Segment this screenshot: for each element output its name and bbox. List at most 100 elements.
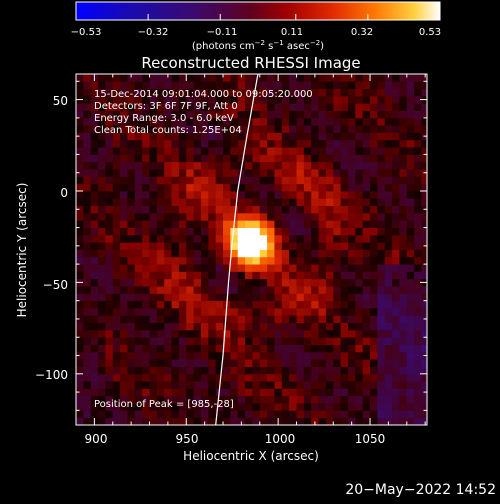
heatmap-pixel (112, 183, 121, 192)
heatmap-pixel (406, 308, 415, 316)
heatmap-pixel (178, 329, 187, 338)
heatmap-pixel (421, 359, 427, 367)
annotation-time-range: 15-Dec-2014 09:01:04.000 to 09:05:20.000 (94, 89, 313, 100)
heatmap-pixel (289, 388, 297, 397)
heatmap-pixel (421, 373, 427, 382)
heatmap-pixel (237, 183, 246, 192)
heatmap-pixel (245, 234, 253, 243)
heatmap-pixel (392, 351, 400, 360)
heatmap-pixel (193, 227, 202, 236)
heatmap-pixel (186, 234, 195, 243)
heatmap-pixel (208, 366, 217, 375)
heatmap-pixel (362, 344, 371, 353)
heatmap-pixel (120, 147, 128, 155)
heatmap-pixel (303, 293, 312, 302)
heatmap-pixel (76, 147, 84, 155)
heatmap-pixel (414, 95, 422, 104)
heatmap-pixel (230, 198, 239, 207)
heatmap-pixel (83, 117, 92, 126)
heatmap-pixel (259, 154, 268, 163)
heatmap-pixel (370, 417, 378, 425)
heatmap-pixel (193, 300, 202, 309)
heatmap-pixel (296, 395, 305, 404)
heatmap-pixel (325, 176, 334, 185)
heatmap-pixel (347, 264, 356, 272)
heatmap-pixel (267, 205, 275, 214)
heatmap-pixel (127, 125, 136, 133)
heatmap-pixel (296, 315, 305, 324)
heatmap-pixel (355, 395, 364, 404)
heatmap-pixel (134, 337, 143, 345)
heatmap-pixel (230, 212, 239, 221)
heatmap-pixel (340, 205, 349, 214)
heatmap-pixel (142, 256, 150, 265)
heatmap-pixel (289, 256, 297, 265)
heatmap-pixel (362, 366, 371, 375)
heatmap-pixel (230, 176, 239, 185)
heatmap-pixel (149, 337, 158, 345)
heatmap-pixel (127, 308, 136, 316)
heatmap-pixel (274, 125, 283, 133)
heatmap-pixel (90, 176, 99, 185)
heatmap-pixel (112, 88, 121, 97)
heatmap-pixel (384, 293, 393, 302)
heatmap-pixel (362, 74, 371, 82)
heatmap-pixel (347, 351, 356, 360)
heatmap-pixel (370, 337, 378, 345)
heatmap-pixel (362, 242, 371, 250)
heatmap-pixel (186, 308, 195, 316)
heatmap-pixel (164, 286, 172, 294)
heatmap-pixel (289, 74, 297, 82)
heatmap-pixel (134, 278, 143, 287)
heatmap-pixel (252, 95, 261, 104)
heatmap-pixel (414, 308, 422, 316)
heatmap-pixel (289, 183, 297, 192)
heatmap-pixel (392, 154, 400, 163)
heatmap-pixel (156, 308, 165, 316)
heatmap-pixel (392, 278, 400, 287)
heatmap-pixel (223, 410, 231, 419)
heatmap-pixel (414, 191, 422, 199)
heatmap-pixel (311, 139, 319, 148)
heatmap-pixel (289, 154, 297, 163)
heatmap-pixel (355, 249, 364, 258)
heatmap-pixel (377, 169, 386, 177)
heatmap-pixel (156, 103, 165, 111)
heatmap-pixel (237, 81, 246, 90)
heatmap-pixel (164, 88, 172, 97)
heatmap-pixel (171, 337, 180, 345)
heatmap-pixel (164, 329, 172, 338)
heatmap-pixel (318, 117, 327, 126)
heatmap-pixel (156, 373, 165, 382)
heatmap-pixel (142, 308, 150, 316)
heatmap-pixel (186, 286, 195, 294)
footer-date: 20−May−2022 14:52 (345, 482, 496, 498)
heatmap-pixel (76, 110, 84, 119)
heatmap-pixel (200, 132, 209, 141)
heatmap-pixel (105, 403, 114, 411)
heatmap-pixel (311, 344, 319, 353)
heatmap-pixel (164, 256, 172, 265)
heatmap-pixel (164, 337, 172, 345)
heatmap-pixel (355, 161, 364, 170)
heatmap-pixel (406, 300, 415, 309)
heatmap-pixel (200, 183, 209, 192)
heatmap-pixel (237, 410, 246, 419)
heatmap-pixel (296, 308, 305, 316)
heatmap-pixel (384, 308, 393, 316)
heatmap-pixel (355, 198, 364, 207)
heatmap-pixel (237, 337, 246, 345)
heatmap-pixel (120, 81, 128, 90)
heatmap-pixel (120, 278, 128, 287)
heatmap-pixel (193, 403, 202, 411)
heatmap-pixel (289, 286, 297, 294)
heatmap-pixel (120, 300, 128, 309)
heatmap-pixel (318, 74, 327, 82)
heatmap-pixel (186, 81, 195, 90)
heatmap-pixel (200, 117, 209, 126)
heatmap-pixel (193, 161, 202, 170)
heatmap-pixel (245, 103, 253, 111)
heatmap-pixel (90, 212, 99, 221)
colorbar-tick-label: −0.53 (71, 27, 102, 38)
heatmap-pixel (127, 191, 136, 199)
